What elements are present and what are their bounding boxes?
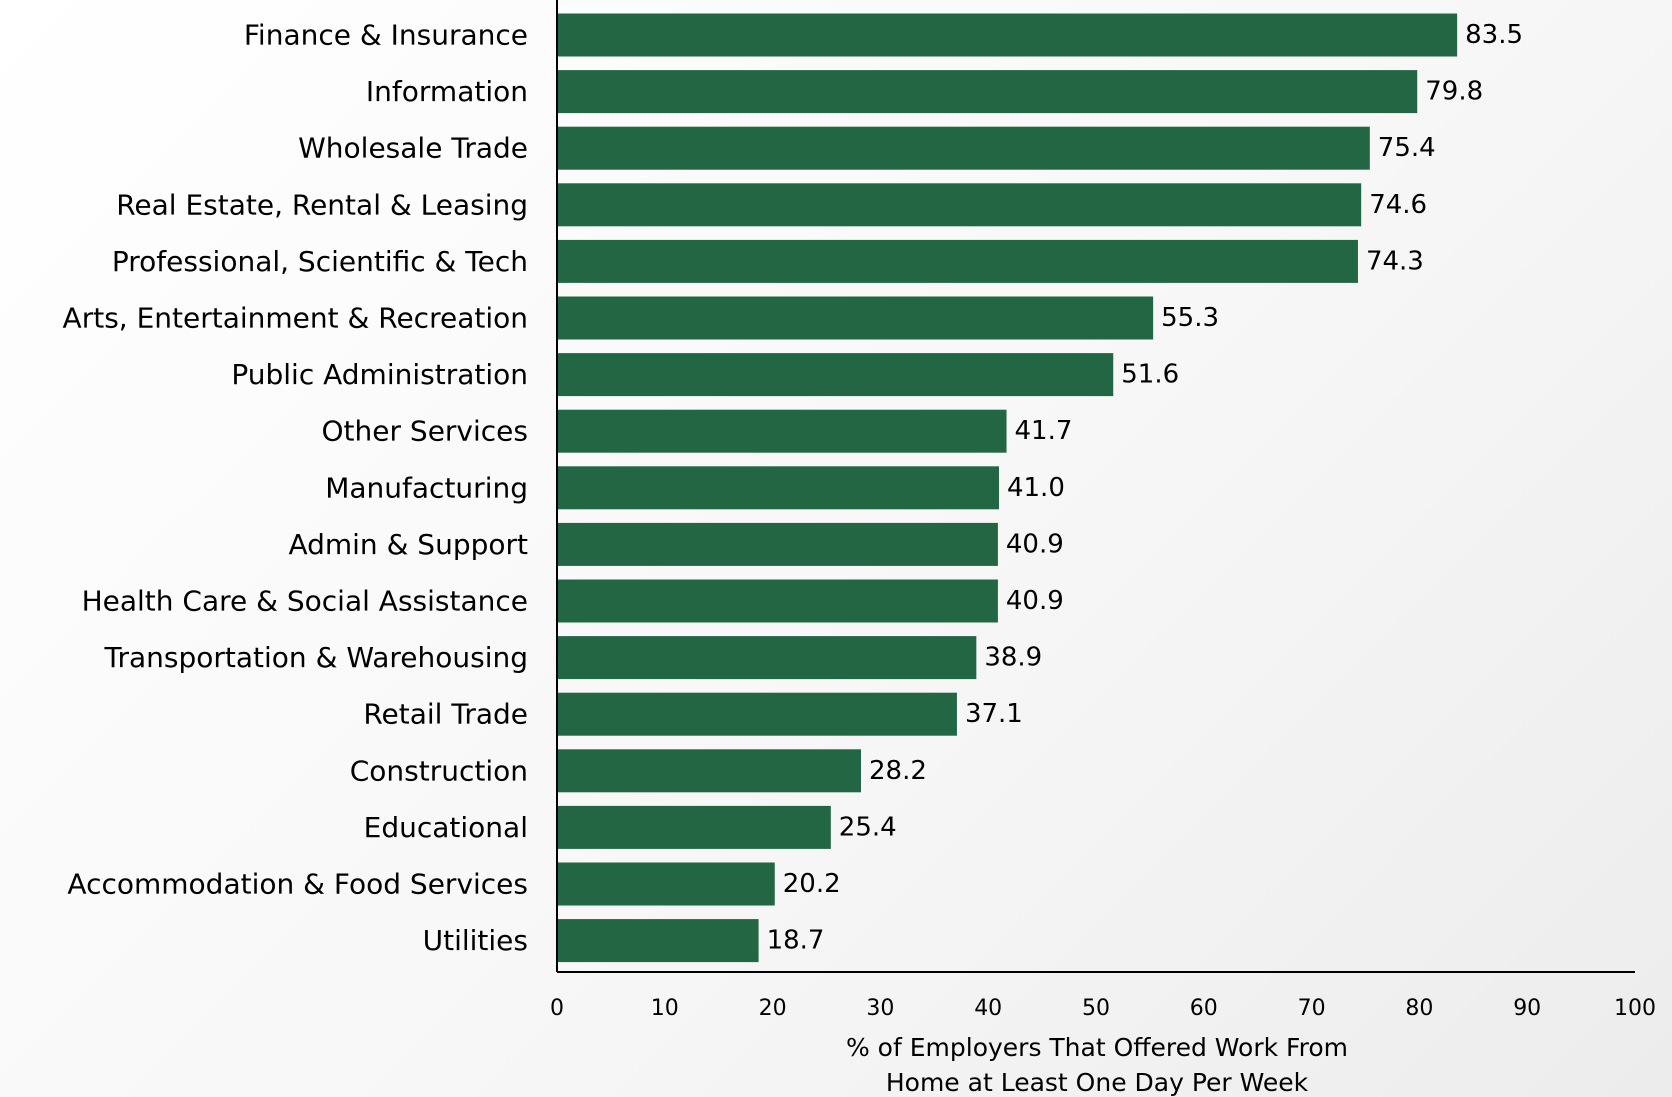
x-tick-label: 90 — [1513, 996, 1541, 1021]
value-label: 38.9 — [984, 643, 1042, 673]
value-label: 20.2 — [783, 869, 841, 899]
bar — [557, 749, 861, 793]
x-tick-label: 40 — [974, 996, 1002, 1021]
value-label: 41.7 — [1015, 416, 1073, 446]
bar — [557, 70, 1418, 114]
value-label: 28.2 — [869, 756, 927, 786]
category-label: Retail Trade — [363, 698, 528, 731]
category-label: Utilities — [423, 924, 528, 957]
x-axis-label-line-1: % of Employers That Offered Work From — [846, 1033, 1348, 1062]
x-tick-label: 100 — [1614, 996, 1656, 1021]
bar — [557, 239, 1358, 283]
bar — [557, 919, 759, 963]
x-tick-label: 50 — [1082, 996, 1110, 1021]
bar — [557, 862, 775, 906]
x-tick-label: 60 — [1190, 996, 1218, 1021]
category-label: Transportation & Warehousing — [104, 641, 529, 674]
x-tick-label: 0 — [550, 996, 564, 1021]
value-label: 51.6 — [1121, 360, 1179, 390]
category-label: Finance & Insurance — [244, 19, 528, 52]
bar — [557, 805, 831, 849]
category-labels-group: Finance & Insurance Information Wholesale … — [63, 19, 528, 958]
category-label: Public Administration — [231, 358, 528, 391]
category-label: Accommodation & Food Services — [67, 868, 528, 901]
bar — [557, 13, 1458, 57]
bar — [557, 466, 999, 510]
bar — [557, 183, 1362, 227]
value-label: 18.7 — [767, 926, 825, 956]
bars-group — [557, 13, 1458, 963]
value-labels-group: 83.5 79.8 75.4 74.6 74.3 55.3 51.6 41.7 41.0 40.9… — [767, 20, 1523, 956]
bar — [557, 126, 1370, 170]
x-tick-label: 80 — [1405, 996, 1433, 1021]
category-label: Construction — [350, 754, 528, 787]
x-tick-label: 30 — [866, 996, 894, 1021]
value-label: 75.4 — [1378, 133, 1436, 163]
x-tick-label: 70 — [1298, 996, 1326, 1021]
bar — [557, 409, 1007, 453]
bar — [557, 692, 957, 736]
value-label: 40.9 — [1006, 529, 1064, 559]
category-label: Information — [366, 75, 528, 108]
x-tick-label: 10 — [651, 996, 679, 1021]
bar — [557, 296, 1154, 340]
value-label: 79.8 — [1425, 77, 1483, 107]
category-label: Arts, Entertainment & Recreation — [63, 302, 528, 335]
category-label: Other Services — [322, 415, 528, 448]
category-label: Real Estate, Rental & Leasing — [116, 188, 528, 221]
x-tick-label: 20 — [759, 996, 787, 1021]
value-label: 83.5 — [1465, 20, 1523, 50]
value-label: 74.6 — [1369, 190, 1427, 220]
bar — [557, 636, 977, 680]
category-label: Professional, Scientific & Tech — [112, 245, 528, 278]
value-label: 55.3 — [1161, 303, 1219, 333]
category-label: Educational — [364, 811, 528, 844]
value-label: 41.0 — [1007, 473, 1065, 503]
x-tick-labels-group: 0 10 20 30 40 50 60 70 80 90 100 — [550, 996, 1656, 1021]
category-label: Manufacturing — [325, 471, 528, 504]
x-axis-label-line-2: Home at Least One Day Per Week — [886, 1068, 1309, 1097]
value-label: 37.1 — [965, 699, 1023, 729]
category-label: Wholesale Trade — [298, 132, 528, 165]
bar — [557, 522, 998, 566]
category-label: Health Care & Social Assistance — [82, 585, 528, 618]
bar — [557, 579, 998, 623]
value-label: 25.4 — [839, 812, 897, 842]
bar — [557, 353, 1114, 397]
category-label: Admin & Support — [288, 528, 528, 561]
value-label: 40.9 — [1006, 586, 1064, 616]
value-label: 74.3 — [1366, 246, 1424, 276]
